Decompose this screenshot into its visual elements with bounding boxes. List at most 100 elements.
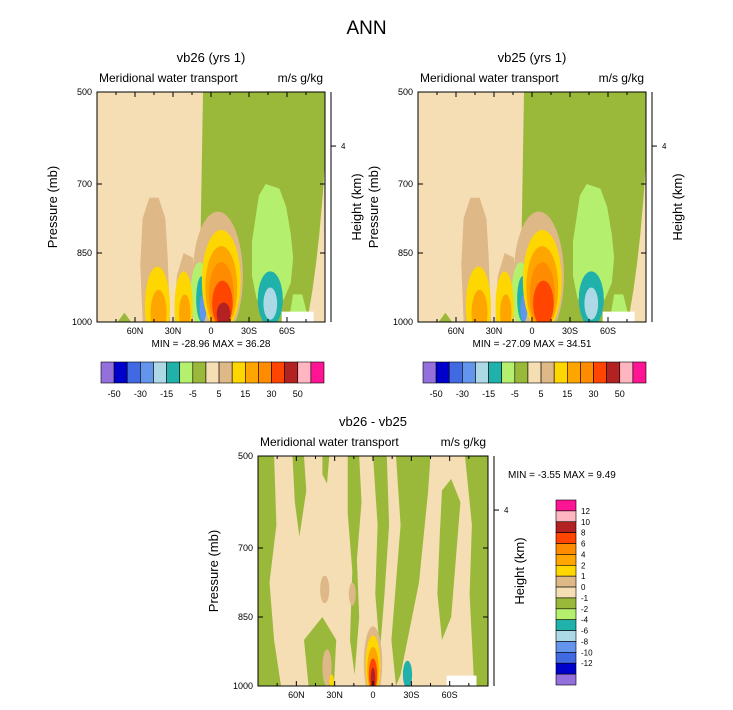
diff-green-streak-2 bbox=[322, 456, 330, 484]
colorbar-swatch bbox=[448, 361, 463, 384]
y-axis-label: Pressure (mb) bbox=[366, 166, 381, 248]
colorbar-swatch bbox=[218, 361, 233, 384]
x-tick-label: 30N bbox=[486, 326, 503, 336]
colorbar-swatch bbox=[205, 361, 220, 384]
colorbar-swatch bbox=[606, 361, 621, 384]
x-tick-label: 60N bbox=[448, 326, 465, 336]
colorbar-label: 50 bbox=[615, 389, 625, 399]
x-tick-label: 0 bbox=[529, 326, 534, 336]
diff-green-east bbox=[465, 456, 488, 686]
colorbar-swatch bbox=[555, 532, 577, 544]
colorbar-label: 5 bbox=[539, 389, 544, 399]
colorbar-swatch bbox=[555, 543, 577, 555]
colorbar-swatch bbox=[297, 361, 312, 384]
diff-green-west bbox=[258, 456, 281, 686]
colorbar-swatch bbox=[514, 361, 529, 384]
diff-brown-2 bbox=[348, 582, 356, 606]
y-tick-label: 500 bbox=[398, 87, 413, 97]
colorbar-top-left bbox=[100, 361, 325, 384]
colorbar-label: -30 bbox=[456, 389, 469, 399]
diff-missing-data bbox=[446, 675, 477, 686]
colorbar-label: -10 bbox=[581, 648, 593, 657]
diff-yellow-small bbox=[329, 674, 334, 686]
colorbar-label: 12 bbox=[581, 507, 590, 516]
contour-field bbox=[258, 456, 488, 686]
colorbar-swatch bbox=[435, 361, 450, 384]
field-dark-red-core bbox=[216, 302, 231, 322]
x-tick-label: 60N bbox=[127, 326, 144, 336]
colorbar-label: -5 bbox=[189, 389, 197, 399]
diff-teal bbox=[402, 660, 413, 686]
right-tick-label: 4 bbox=[341, 142, 346, 151]
colorbar-label: 8 bbox=[581, 529, 586, 538]
colorbar-label: 2 bbox=[581, 561, 586, 570]
colorbar-label: 50 bbox=[293, 389, 303, 399]
colorbar-swatch bbox=[422, 361, 437, 384]
x-tick-label: 60S bbox=[600, 326, 616, 336]
y-tick-label: 700 bbox=[398, 179, 413, 189]
left-subtitle: Meridional water transport bbox=[99, 71, 238, 85]
colorbar-swatch bbox=[555, 597, 577, 610]
diff-dark-red bbox=[370, 667, 376, 686]
y-tick-label: 700 bbox=[77, 179, 92, 189]
diff-green-far-south bbox=[437, 479, 461, 640]
y-tick-label: 850 bbox=[77, 248, 92, 258]
colorbar-swatch bbox=[140, 361, 154, 384]
colorbar-swatch bbox=[632, 361, 647, 384]
field-orange-left bbox=[471, 289, 488, 322]
colorbar-label: -1 bbox=[581, 594, 589, 603]
right-axis-label: Height (km) bbox=[670, 173, 685, 240]
panel-bottom bbox=[257, 455, 499, 687]
diff-brown-1 bbox=[320, 575, 330, 604]
field-orange-mid bbox=[179, 294, 191, 322]
colorbar-label: 30 bbox=[589, 389, 599, 399]
right-subtitle: m/s g/kg bbox=[441, 435, 486, 449]
colorbar-swatch bbox=[231, 361, 246, 384]
colorbar-swatch bbox=[555, 662, 577, 675]
panel-title: vb26 - vb25 bbox=[339, 414, 407, 429]
colorbar-swatch bbox=[310, 361, 325, 384]
diff-green-south bbox=[391, 456, 431, 686]
colorbar-swatch bbox=[113, 361, 128, 384]
y-tick-label: 1000 bbox=[393, 317, 413, 327]
colorbar-swatch bbox=[126, 361, 141, 384]
field-missing-data bbox=[602, 311, 635, 322]
y-tick-label: 500 bbox=[77, 87, 92, 97]
colorbar-swatch bbox=[555, 499, 577, 512]
y-tick-label: 850 bbox=[238, 612, 253, 622]
colorbar-label: 10 bbox=[581, 518, 590, 527]
colorbar-label: -4 bbox=[581, 616, 589, 625]
colorbar-swatch bbox=[153, 361, 167, 384]
colorbar-label: -6 bbox=[581, 627, 589, 636]
colorbar-swatch bbox=[244, 361, 259, 384]
colorbar-swatch bbox=[555, 554, 577, 566]
left-subtitle: Meridional water transport bbox=[420, 71, 559, 85]
colorbar-label: -2 bbox=[581, 605, 589, 614]
y-axis-label: Pressure (mb) bbox=[206, 530, 221, 612]
colorbar-swatch bbox=[555, 619, 577, 631]
colorbar-swatch bbox=[192, 361, 207, 384]
colorbar-label: -15 bbox=[160, 389, 173, 399]
colorbar-swatch bbox=[566, 361, 581, 384]
y-tick-label: 700 bbox=[238, 543, 253, 553]
colorbar-swatch bbox=[284, 361, 299, 384]
y-tick-label: 850 bbox=[398, 248, 413, 258]
colorbar-swatch bbox=[462, 361, 476, 384]
colorbar-swatch bbox=[555, 641, 577, 653]
colorbar-swatch bbox=[555, 575, 577, 588]
min-max-stats: MIN = -27.09 MAX = 34.51 bbox=[473, 339, 592, 350]
colorbar-label: -5 bbox=[511, 389, 519, 399]
y-tick-label: 1000 bbox=[233, 681, 253, 691]
colorbar-label: 6 bbox=[581, 540, 586, 549]
colorbar-swatch bbox=[555, 564, 577, 577]
x-tick-label: 30N bbox=[326, 690, 343, 700]
right-tick-label: 4 bbox=[504, 506, 509, 515]
panel-title: vb26 (yrs 1) bbox=[177, 50, 246, 65]
colorbar-swatch bbox=[488, 361, 503, 384]
colorbar-label: 15 bbox=[562, 389, 572, 399]
y-tick-label: 500 bbox=[238, 451, 253, 461]
colorbar-swatch bbox=[475, 361, 489, 384]
colorbar-bottom bbox=[555, 499, 577, 686]
field-red-orange-core bbox=[533, 280, 554, 322]
